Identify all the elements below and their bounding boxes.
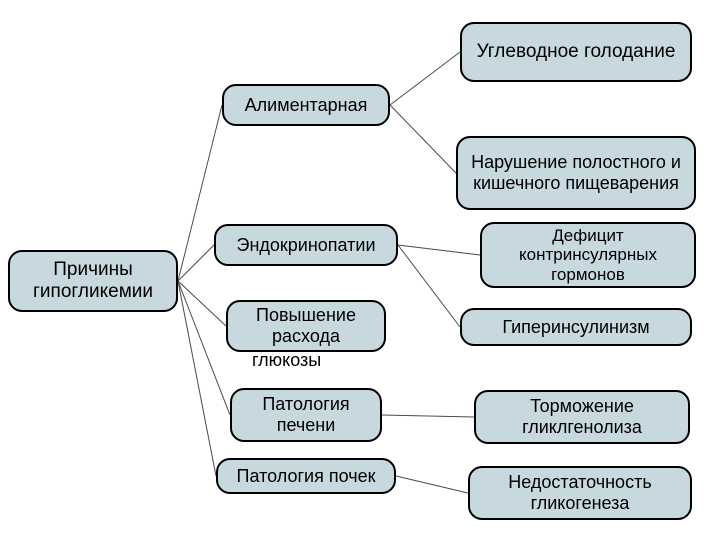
node-label: Гиперинсулинизм — [502, 317, 649, 338]
node-endocrinopathy: Эндокринопатии — [214, 224, 398, 266]
node-label: Торможение гликлгенолиза — [482, 396, 682, 437]
node-glycogenolysis-inhibition: Торможение гликлгенолиза — [474, 390, 690, 444]
node-glucose-expense: Повышение расхода — [226, 300, 386, 352]
node-label: Алиментарная — [245, 95, 368, 116]
node-glucose-sublabel: глюкозы — [252, 350, 321, 371]
node-hyperinsulinism: Гиперинсулинизм — [460, 308, 692, 346]
node-label: глюкозы — [252, 350, 321, 370]
node-label: Патология печени — [238, 394, 374, 435]
node-glycogenesis-deficiency: Недостаточность гликогенеза — [468, 466, 692, 520]
node-hormone-deficit: Дефицит контринсулярных гормонов — [480, 222, 696, 288]
node-carb-starvation: Углеводное голодание — [460, 22, 692, 82]
node-label: Нарушение полостного и кишечного пищевар… — [464, 152, 688, 193]
node-label: Недостаточность гликогенеза — [476, 472, 684, 513]
node-liver-pathology: Патология печени — [230, 388, 382, 442]
node-alimentary: Алиментарная — [222, 84, 390, 126]
node-label: Дефицит контринсулярных гормонов — [488, 226, 688, 285]
node-root: Причины гипогликемии — [8, 250, 178, 312]
node-label: Причины гипогликемии — [16, 259, 170, 303]
node-digestion-disorder: Нарушение полостного и кишечного пищевар… — [456, 136, 696, 210]
node-label: Повышение расхода — [234, 305, 378, 346]
node-kidney-pathology: Патология почек — [216, 458, 396, 494]
node-label: Углеводное голодание — [477, 41, 676, 63]
node-label: Эндокринопатии — [237, 235, 376, 256]
node-label: Патология почек — [237, 466, 376, 487]
